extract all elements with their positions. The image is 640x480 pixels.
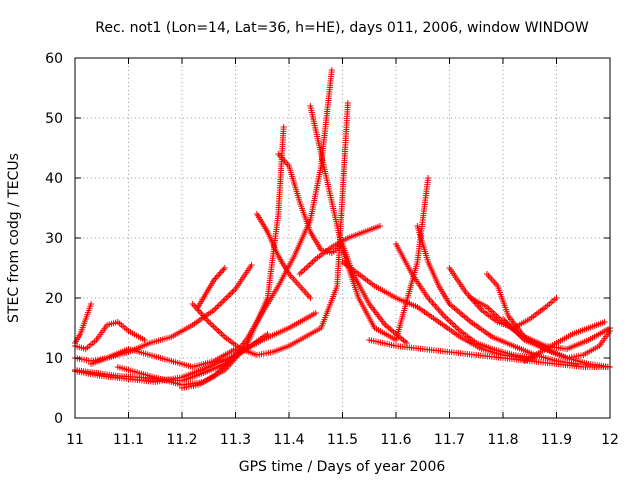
x-tick-label: 11.8: [487, 432, 518, 448]
data-point: [213, 274, 220, 280]
data-point: [344, 100, 351, 106]
y-tick-labels: 0 10 20 30 40 50 60: [45, 51, 63, 427]
data-point: [219, 268, 226, 274]
data-point: [226, 292, 233, 298]
data-point: [601, 319, 608, 325]
data-point: [218, 299, 225, 306]
x-tick-label: 11.3: [220, 432, 251, 448]
data-point: [280, 124, 287, 130]
data-point: [88, 301, 95, 307]
y-tick-label: 50: [45, 111, 63, 127]
data-point: [248, 262, 255, 268]
data-point: [220, 298, 227, 304]
y-tick-label: 30: [45, 231, 63, 247]
data-point: [217, 269, 224, 276]
data-point: [307, 295, 314, 301]
data-point: [312, 310, 319, 316]
y-tick-label: 10: [45, 351, 63, 367]
data-point: [224, 293, 231, 300]
data-point: [328, 67, 335, 73]
chart-title: Rec. not1 (Lon=14, Lat=36, h=HE), days 0…: [95, 20, 589, 36]
data-point: [215, 272, 222, 279]
x-tick-label: 12: [601, 432, 619, 448]
data-point: [221, 265, 228, 271]
x-tick-label: 11: [66, 432, 84, 448]
ticks: [74, 57, 611, 419]
x-tick-label: 11.1: [113, 432, 144, 448]
x-tick-label: 11.5: [327, 432, 358, 448]
data-point: [227, 290, 234, 297]
data-point: [553, 295, 560, 301]
data-point: [214, 304, 221, 310]
data-point: [216, 271, 223, 277]
data-point: [223, 295, 230, 301]
y-tick-label: 40: [45, 171, 63, 187]
x-tick-label: 11.2: [166, 432, 197, 448]
data-point: [215, 302, 222, 309]
data-point: [212, 305, 219, 312]
y-tick-label: 0: [54, 411, 63, 427]
data-point: [376, 223, 383, 229]
y-tick-label: 60: [45, 51, 63, 67]
data-points: [72, 67, 613, 391]
x-tick-label: 11.9: [541, 432, 572, 448]
data-point: [221, 296, 228, 303]
grid: [75, 58, 610, 418]
x-axis-label: GPS time / Days of year 2006: [239, 459, 446, 475]
data-point: [230, 287, 237, 294]
data-point: [217, 301, 224, 307]
x-tick-label: 11.6: [380, 432, 411, 448]
x-tick-label: 11.4: [273, 432, 304, 448]
data-point: [229, 289, 236, 295]
data-point: [425, 175, 432, 181]
y-axis-label: STEC from codg / TECUs: [6, 153, 22, 323]
x-tick-label: 11.7: [434, 432, 465, 448]
y-tick-label: 20: [45, 291, 63, 307]
x-tick-labels: 11 11.1 11.2 11.3 11.4 11.5 11.6 11.7 11.8 11.9 12: [66, 432, 619, 448]
data-point: [141, 337, 148, 343]
data-point: [220, 266, 227, 273]
